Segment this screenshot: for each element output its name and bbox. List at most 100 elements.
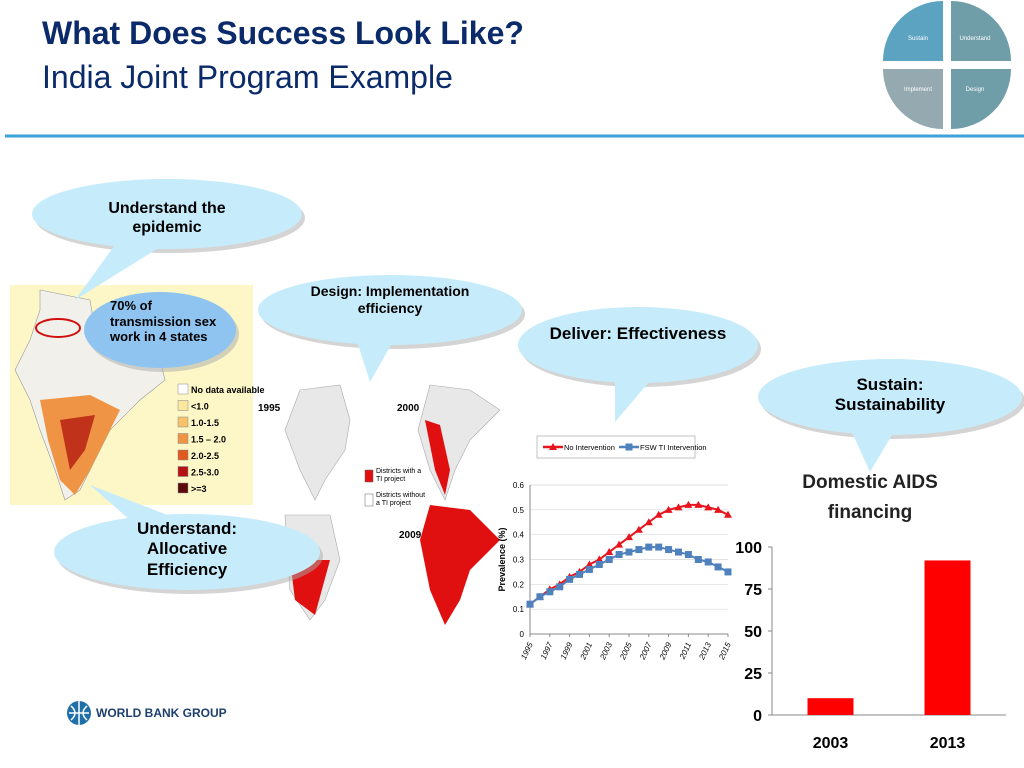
map-year: 2009 [399, 530, 422, 541]
legend-box [536, 435, 696, 459]
series-marker [674, 503, 683, 511]
series-marker [655, 543, 663, 551]
series-marker [675, 548, 682, 556]
series-marker [605, 556, 613, 563]
legend-swatch [177, 433, 189, 444]
series-marker [724, 510, 732, 518]
x-tick-label: 2005 [618, 641, 634, 662]
y-tick-label: 0.5 [513, 506, 525, 515]
callout-text: Sustain: Sustainability [834, 375, 946, 415]
quadrant-label: Understand [959, 36, 990, 42]
series-marker [704, 503, 713, 511]
series-marker [595, 555, 604, 563]
callout-text: Understand the epidemic [108, 200, 226, 237]
legend-label: 1.0-1.5 [191, 418, 219, 428]
series-marker [556, 583, 564, 591]
series-line [529, 546, 729, 605]
series-marker [684, 500, 693, 508]
legend-label: No data available [191, 385, 265, 395]
y-tick-label: 0.3 [513, 556, 525, 565]
y-tick-label: 50 [744, 624, 762, 641]
y-tick-label: 75 [744, 582, 762, 599]
callout-bubble [84, 292, 236, 368]
series-marker [546, 588, 554, 596]
y-tick-label: 0.1 [513, 605, 525, 614]
ti-label: Districts without a TI project [376, 492, 426, 508]
y-tick-label: 0 [520, 630, 525, 639]
series-marker [615, 551, 623, 559]
legend-marker [549, 443, 557, 450]
y-tick-label: 0.4 [513, 531, 525, 540]
x-tick-label: 2013 [930, 735, 966, 752]
map-year: 2000 [397, 403, 420, 414]
quadrant-label: Design [966, 87, 985, 93]
callout-tail [75, 238, 165, 300]
ti-swatch [364, 469, 374, 483]
series-marker [605, 548, 614, 556]
callout-bubble [758, 359, 1022, 435]
y-axis-label: Prevalence (%) [497, 527, 507, 591]
callout-bubble [32, 179, 302, 249]
series-marker [694, 556, 702, 563]
y-tick-label: 0.2 [513, 580, 525, 589]
legend-swatch [177, 400, 189, 411]
callout-text: Deliver: Effectiveness [549, 324, 727, 343]
callout-tail [615, 375, 655, 422]
series-marker [634, 525, 643, 533]
series-marker [566, 575, 574, 583]
x-tick-label: 2007 [638, 641, 654, 662]
series-marker [625, 533, 633, 541]
series-marker [694, 500, 703, 508]
y-tick-label: 0 [753, 708, 762, 725]
callout-tail [850, 428, 895, 472]
x-tick-label: 2001 [578, 641, 594, 662]
legend-swatch [177, 482, 189, 494]
series-marker [714, 505, 723, 513]
series-marker [684, 551, 692, 559]
series-marker [526, 600, 534, 608]
chart-title: Domestic AIDS financing [802, 472, 938, 523]
legend-label: 1.5 – 2.0 [191, 435, 226, 445]
series-marker [724, 568, 732, 576]
y-tick-label: 25 [744, 666, 762, 683]
callout-text: Understand: Allocative Efficiency [136, 519, 238, 579]
x-tick-label: 2013 [697, 641, 713, 662]
slide-subtitle: India Joint Program Example [42, 59, 453, 95]
legend-label: No Intervention [564, 443, 615, 452]
series-marker [585, 565, 593, 573]
series-marker [576, 570, 583, 578]
series-marker [654, 510, 663, 518]
legend-label: >=3 [191, 484, 207, 494]
callout-bubble [518, 307, 758, 383]
series-marker [615, 540, 624, 548]
callout-tail [355, 335, 395, 382]
x-tick-label: 1997 [539, 641, 555, 661]
series-marker [585, 560, 594, 568]
series-marker [645, 543, 653, 551]
quadrant-label: Sustain [908, 36, 928, 42]
series-marker [536, 593, 544, 601]
series-marker [635, 546, 643, 554]
y-tick-label: 100 [735, 540, 762, 557]
legend-marker [625, 443, 633, 451]
callout-bubble [54, 514, 320, 590]
x-tick-label: 1999 [559, 641, 575, 661]
x-tick-label: 2003 [598, 641, 614, 662]
footer-logo-icon [67, 701, 91, 725]
callout-tail [90, 485, 170, 520]
legend-swatch [177, 449, 189, 461]
quadrant-label: Implement [904, 87, 932, 93]
quadrant-icon [883, 1, 1011, 129]
series-marker [704, 558, 712, 566]
bar [807, 698, 854, 715]
legend-label: 2.0-2.5 [191, 451, 219, 461]
series-marker [665, 546, 673, 554]
callout-text: Design: Implementation efficiency [310, 283, 470, 316]
series-marker [644, 518, 653, 526]
x-tick-label: 2015 [717, 641, 733, 662]
legend-swatch [177, 416, 189, 428]
callout-bubble [258, 275, 522, 345]
legend-label: FSW TI Intervention [640, 443, 707, 452]
